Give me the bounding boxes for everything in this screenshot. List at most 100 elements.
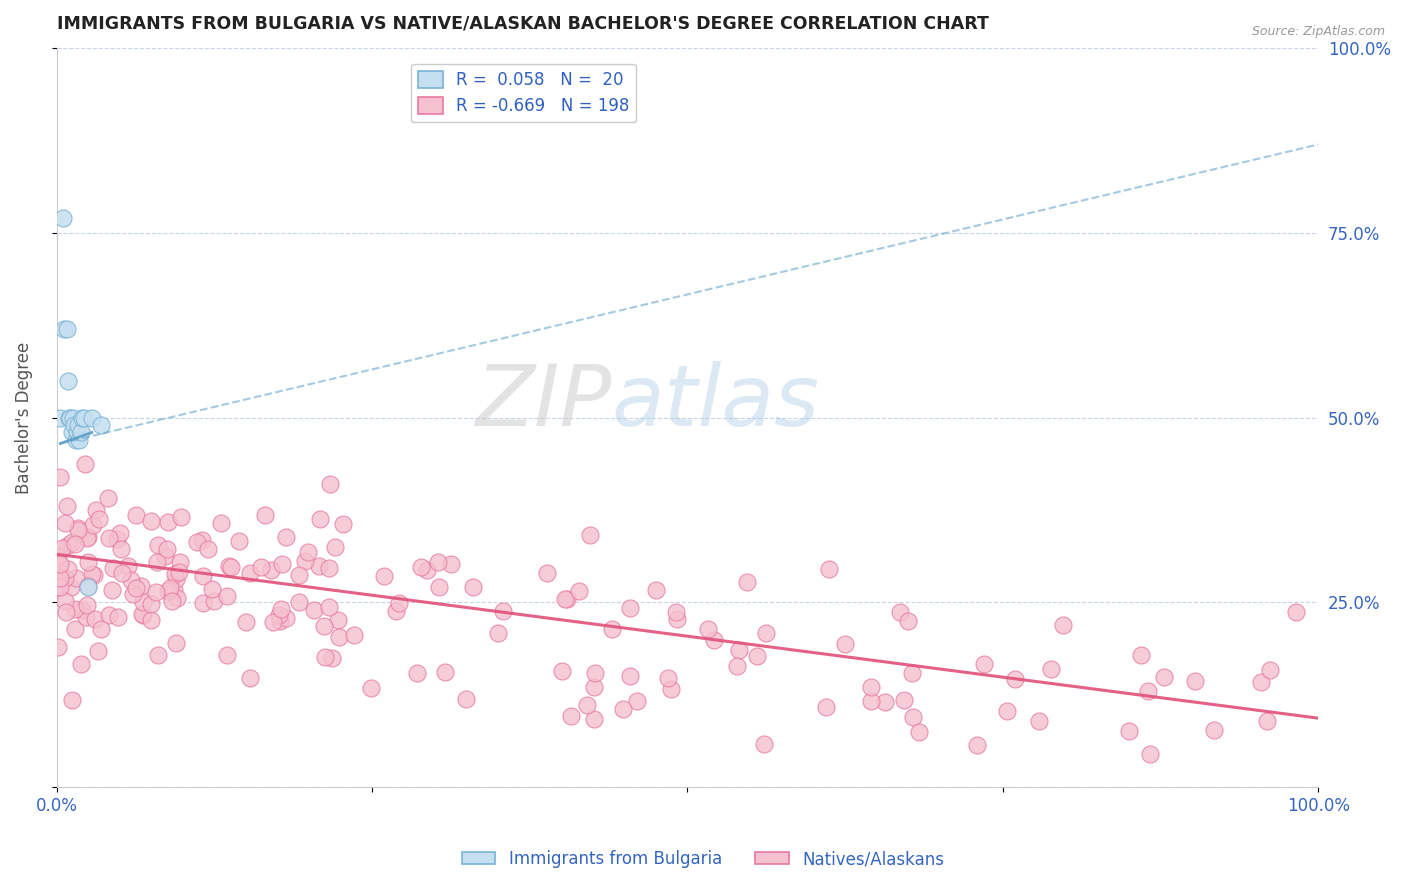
Point (90, 622, 112, 636)
Point (406, 666, 429, 681)
Point (65, 571, 87, 585)
Point (239, 566, 262, 581)
Point (360, 681, 382, 695)
Point (121, 587, 143, 601)
Point (49, 570, 72, 584)
Point (60, 425, 83, 440)
Point (170, 510, 193, 524)
Point (612, 702, 634, 716)
Point (416, 563, 439, 577)
Point (626, 694, 648, 708)
Point (897, 614, 920, 628)
Point (747, 648, 769, 663)
Point (45, 580, 67, 594)
Point (239, 671, 262, 685)
Point (131, 607, 153, 621)
Point (578, 528, 600, 542)
Point (120, 574, 142, 588)
Point (80, 410, 103, 425)
Point (56, 374, 79, 388)
Point (49, 410, 72, 425)
Point (51, 541, 73, 555)
Point (269, 614, 291, 628)
Point (49, 469, 72, 483)
Point (271, 557, 294, 571)
Point (87, 644, 110, 658)
Point (321, 651, 343, 665)
Point (46, 640, 69, 655)
Point (456, 692, 478, 706)
Point (235, 615, 257, 629)
Point (202, 594, 225, 608)
Point (55, 605, 77, 619)
Point (55, 322, 77, 336)
Point (288, 594, 311, 608)
Point (201, 582, 224, 597)
Point (105, 533, 128, 547)
Point (49, 567, 72, 582)
Point (53, 322, 76, 336)
Point (461, 580, 484, 594)
Point (163, 582, 186, 597)
Point (1256, 714, 1278, 728)
Point (169, 555, 191, 569)
Point (63, 623, 86, 637)
Point (117, 559, 139, 574)
Point (139, 514, 162, 528)
Point (191, 596, 214, 610)
Point (409, 560, 432, 574)
Point (560, 708, 582, 723)
Point (97, 531, 120, 545)
Point (973, 657, 995, 672)
Point (67, 433, 90, 447)
Point (439, 558, 461, 572)
Point (129, 579, 152, 593)
Point (893, 693, 915, 707)
Point (995, 704, 1018, 718)
Point (215, 589, 238, 603)
Point (908, 724, 931, 739)
Point (332, 516, 354, 531)
Point (314, 649, 336, 664)
Point (58, 410, 80, 425)
Point (665, 612, 688, 626)
Point (132, 595, 155, 609)
Point (165, 567, 187, 582)
Point (755, 626, 778, 640)
Point (276, 530, 298, 544)
Point (66, 523, 89, 537)
Point (49, 580, 72, 594)
Point (659, 681, 682, 696)
Point (536, 566, 558, 580)
Point (191, 533, 214, 548)
Point (65, 601, 87, 615)
Point (166, 572, 188, 586)
Point (157, 584, 180, 599)
Point (491, 604, 513, 618)
Point (56, 537, 79, 551)
Point (160, 594, 183, 608)
Point (97, 491, 120, 505)
Point (901, 665, 924, 680)
Point (59, 410, 82, 425)
Point (294, 553, 316, 567)
Point (77, 581, 100, 595)
Point (1129, 648, 1152, 662)
Point (966, 739, 988, 753)
Point (318, 561, 340, 575)
Point (82, 517, 104, 532)
Point (727, 659, 749, 673)
Point (1202, 723, 1225, 738)
Point (373, 568, 395, 582)
Point (145, 555, 167, 569)
Point (69, 425, 91, 440)
Point (619, 600, 641, 615)
Point (48, 549, 70, 564)
Point (146, 538, 169, 552)
Point (1184, 673, 1206, 688)
Point (153, 549, 176, 564)
Point (318, 599, 340, 614)
Point (191, 569, 214, 583)
Point (146, 648, 169, 663)
Point (48, 557, 70, 571)
